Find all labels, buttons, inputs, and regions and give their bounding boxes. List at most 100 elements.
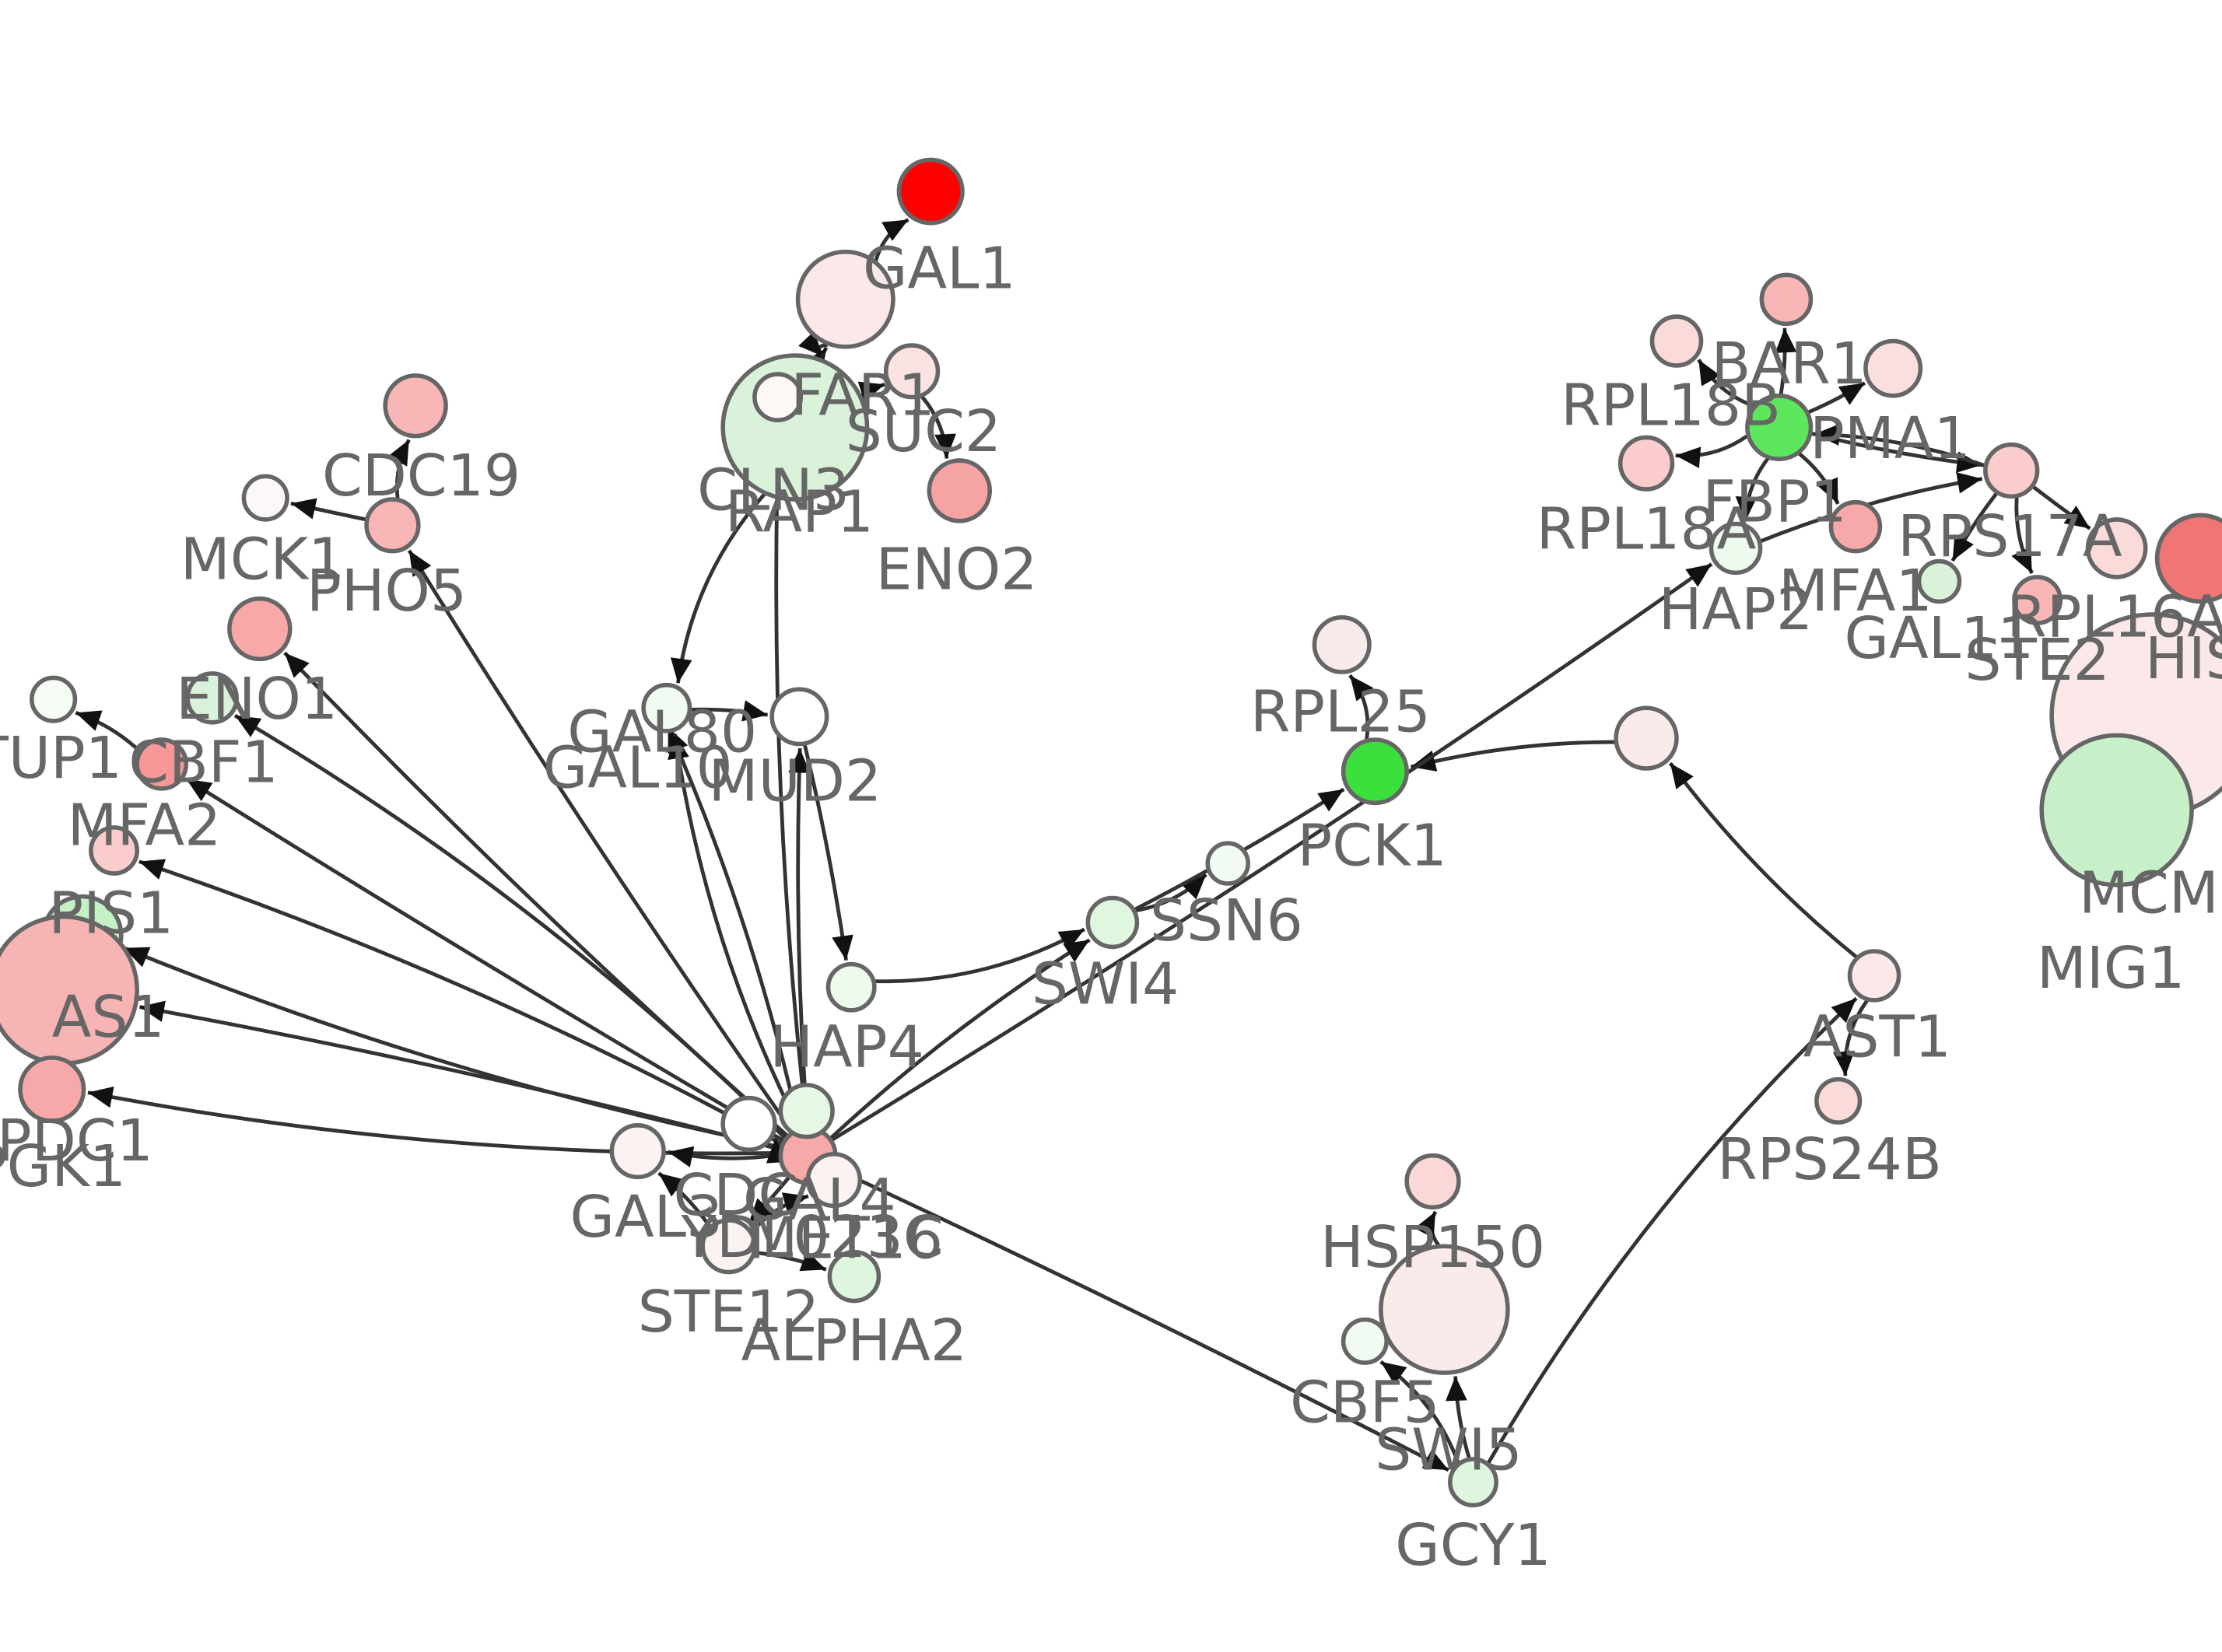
node-label: HAP2 (1659, 576, 1813, 643)
edge-line (138, 859, 783, 1146)
node-label: MCK1 (180, 527, 345, 593)
graph-node[interactable] (2039, 733, 2194, 887)
edge (1675, 434, 1748, 468)
edge-line (283, 651, 789, 1137)
edge-arrowhead (1735, 496, 1758, 522)
node-label: MCM1 (2079, 860, 2222, 927)
graph-node[interactable] (364, 497, 421, 554)
edge (1833, 999, 1869, 1076)
node-label: ALPHA2 (741, 1307, 967, 1374)
graph-node[interactable] (383, 373, 448, 439)
graph-node[interactable] (227, 596, 293, 662)
node-label: SWI5 (1375, 1417, 1522, 1484)
graph-node[interactable] (1863, 338, 1923, 398)
graph-node[interactable] (1341, 737, 1409, 806)
graph-node[interactable] (30, 675, 78, 723)
edge-arrowhead (387, 439, 409, 467)
graph-node[interactable] (825, 961, 877, 1013)
edge-arrowhead (1952, 534, 1974, 562)
edge-arrowhead (1814, 424, 1840, 446)
edge (832, 1166, 1449, 1472)
graph-node[interactable] (609, 1123, 666, 1180)
graph-node[interactable] (1983, 442, 2040, 499)
edge-line (874, 927, 1086, 984)
edge-arrowhead (139, 1000, 166, 1022)
edge-line (673, 733, 801, 1129)
edge (798, 331, 828, 358)
graph-node[interactable] (1847, 949, 1901, 1003)
graph-node[interactable] (1916, 558, 1962, 604)
graph-node[interactable] (700, 1218, 757, 1275)
graph-node[interactable] (752, 372, 804, 423)
graph-node[interactable] (1649, 314, 1704, 368)
edge (1410, 740, 1615, 772)
edge-arrowhead (123, 947, 151, 968)
node-label: GAL11 (1845, 605, 2034, 672)
edge-arrowhead (2063, 506, 2091, 529)
edge-arrowhead (1833, 1051, 1855, 1076)
node-label: BAR1 (1711, 331, 1866, 397)
graph-node[interactable] (883, 343, 941, 400)
graph-node[interactable] (1379, 1244, 1510, 1375)
node-label: RAP1 (725, 478, 874, 545)
graph-node[interactable] (1617, 435, 1675, 492)
graph-node[interactable] (241, 474, 289, 522)
graph-node[interactable] (927, 458, 992, 523)
graph-node[interactable] (1759, 272, 1814, 327)
graph-node[interactable] (18, 1055, 86, 1124)
edge (290, 498, 366, 522)
edge (87, 1086, 780, 1156)
graph-node[interactable] (1404, 1153, 1461, 1210)
graph-node[interactable] (805, 1152, 863, 1209)
edge (1379, 1360, 1460, 1464)
edge-arrowhead (1421, 1449, 1449, 1471)
graph-node[interactable] (135, 737, 189, 791)
edge (185, 777, 785, 1143)
edge-arrowhead (668, 733, 689, 760)
graph-node[interactable] (1448, 1457, 1498, 1508)
graph-node[interactable] (185, 671, 239, 725)
graph-node[interactable] (2154, 513, 2222, 604)
graph-node[interactable] (1312, 614, 1372, 674)
graph-node[interactable] (1614, 705, 1679, 771)
node-label: YDL023C (681, 1204, 944, 1271)
edge-line (796, 748, 810, 1127)
node-label: FAR1 (790, 362, 934, 429)
graph-node[interactable] (641, 682, 692, 733)
edge-arrowhead (1446, 1376, 1467, 1402)
graph-node[interactable] (827, 1249, 881, 1304)
graph-node[interactable] (1745, 394, 1814, 461)
node-label: GAL10 (543, 735, 733, 802)
graph-node[interactable] (1341, 1317, 1389, 1365)
graph-node[interactable] (89, 825, 139, 876)
graph-node[interactable] (1814, 1076, 1863, 1125)
graph-node[interactable] (2012, 575, 2063, 625)
graph-node[interactable] (1709, 521, 1763, 576)
edge-line (1486, 996, 1858, 1465)
edge-arrowhead (788, 748, 811, 773)
graph-node[interactable] (795, 250, 895, 349)
edge-arrowhead (1675, 446, 1702, 468)
edge (138, 859, 783, 1146)
node-label: PMA1 (1810, 405, 1971, 472)
node-label: RPL18A (1537, 496, 1757, 563)
graph-node[interactable] (1205, 841, 1250, 886)
node-label: ENO2 (876, 536, 1038, 603)
edge (407, 549, 794, 1133)
graph-node[interactable] (896, 157, 965, 226)
edge-arrowhead (1838, 383, 1865, 405)
graph-node[interactable] (769, 687, 829, 747)
graph-node[interactable] (1085, 895, 1140, 950)
graph-node[interactable] (778, 1083, 835, 1139)
edge (1775, 327, 1797, 395)
node-label: MIG1 (2037, 935, 2185, 1002)
graph-node[interactable] (1828, 499, 1883, 554)
edge (1807, 381, 1866, 415)
node-label: GAL4 (743, 1167, 896, 1234)
graph-node[interactable] (720, 1095, 777, 1153)
edge-arrowhead (748, 1198, 773, 1223)
node-label: CLN3 (697, 457, 850, 524)
graph-node[interactable] (2085, 517, 2148, 579)
node-label: CDC (673, 1162, 798, 1229)
